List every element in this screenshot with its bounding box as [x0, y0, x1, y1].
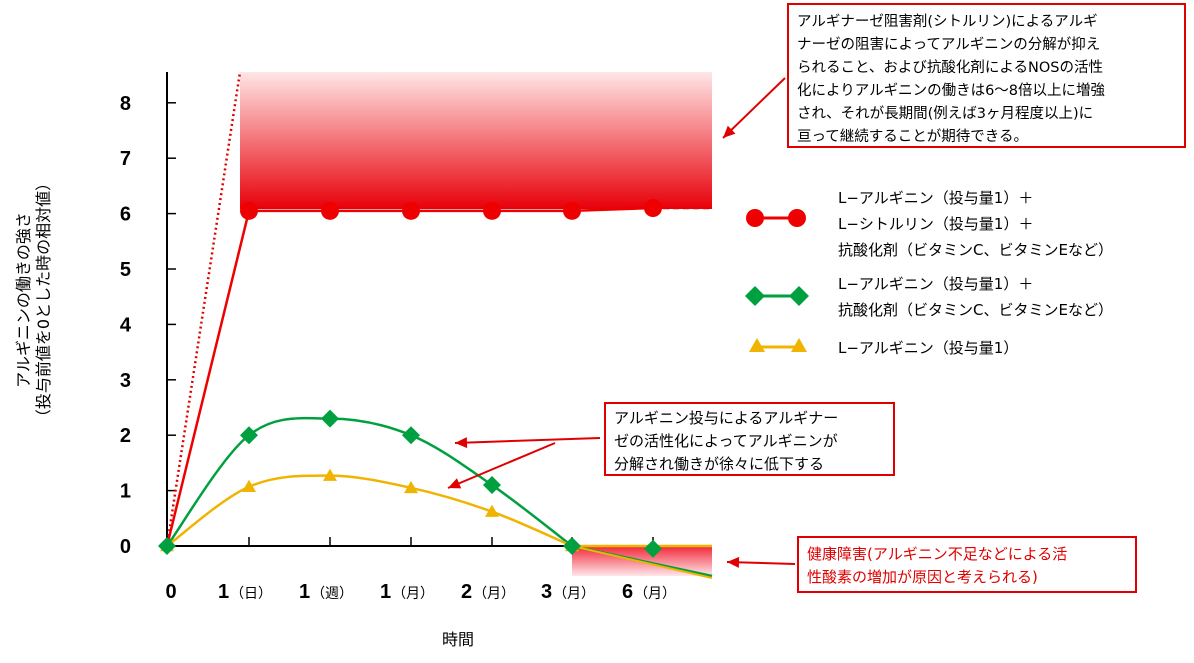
x-tick-label: 1（月） [380, 581, 434, 603]
legend-label-series-1: L−アルギニン（投与量1）＋ L−シトルリン（投与量1）＋ 抗酸化剤（ビタミンC… [838, 189, 1113, 259]
x-axis-label: 時間 [441, 630, 475, 649]
x-tick-label: 0 [165, 581, 176, 603]
series-2-point [563, 537, 581, 555]
series-1-point [402, 201, 420, 220]
arrow-top-annotation [722, 77, 786, 139]
x-tick-label: 2（月） [461, 581, 515, 603]
y-tick-label: 0 [120, 536, 131, 558]
series-1-point [321, 201, 339, 220]
legend-marker-series-2 [789, 286, 809, 306]
legend-label-series-2: L−アルギニン（投与量1）＋ 抗酸化剤（ビタミンC、ビタミンEなど） [838, 275, 1113, 319]
series-1-point [563, 201, 581, 220]
y-tick-label: 3 [120, 370, 131, 392]
legend-marker-series-1 [788, 209, 806, 227]
series-3-point [242, 479, 256, 492]
series-1-point [483, 201, 501, 220]
arrow-bottom-annotation-head [727, 556, 740, 568]
x-tick-label: 6（月） [622, 581, 676, 603]
series-2-point [402, 426, 420, 445]
arrow-middle-to-yellow-head [448, 478, 462, 489]
arrow-middle-to-green-head [455, 437, 468, 449]
series-3-line [166, 474, 573, 548]
enhanced-effect-band [240, 72, 712, 209]
series-1-point [644, 199, 662, 218]
arrow-middle-to-yellow [447, 442, 556, 489]
legend-label-series-3: L−アルギニン（投与量1） [838, 339, 1019, 357]
arrow-middle-to-green [454, 437, 601, 444]
series-3-tail-down [571, 545, 713, 579]
y-tick-label: 4 [120, 314, 132, 336]
series-2-point [158, 537, 176, 555]
series-2-point [321, 409, 339, 428]
series-1-point [240, 201, 258, 220]
series-2-line [165, 416, 573, 547]
legend-marker-series-2 [745, 286, 765, 306]
y-tick-label: 2 [120, 425, 131, 447]
y-tick-label: 8 [120, 93, 131, 115]
legend-marker-series-3 [791, 338, 807, 352]
series-1-extrapolation [165, 71, 242, 547]
series-3-point [485, 504, 499, 517]
series-2-point [483, 476, 501, 495]
arrow-top-annotation-head [723, 125, 736, 138]
y-tick-label: 1 [120, 481, 131, 503]
series-3-point [323, 468, 337, 481]
y-tick-label: 7 [120, 148, 131, 170]
series-2-point [240, 426, 258, 445]
annotation-box-top: アルギナーゼ阻害剤(シトルリン)によるアルギ ナーゼの阻害によってアルギニンの分… [787, 3, 1186, 148]
annotation-box-bottom: 健康障害(アルギニン不足などによる活 性酸素の増加が原因と考えられる) [797, 536, 1137, 593]
series-1-line [165, 206, 654, 547]
y-axis-label: アルギニンの働きの強さ （投与前値を0とした時の相対値） [14, 174, 53, 426]
series-2-point [644, 539, 662, 558]
x-tick-label: 1（週） [299, 581, 353, 603]
annotation-box-middle: アルギニン投与によるアルギナー ゼの活性化によってアルギニンが 分解され働きが徐… [604, 402, 895, 476]
series-3-point [404, 480, 418, 494]
legend-marker-series-1 [746, 209, 764, 227]
x-tick-label: 3（月） [541, 581, 595, 603]
y-tick-label: 5 [120, 259, 131, 281]
y-tick-label: 6 [120, 204, 131, 226]
x-tick-label: 1（日） [218, 581, 272, 603]
legend-marker-series-3 [749, 338, 765, 352]
